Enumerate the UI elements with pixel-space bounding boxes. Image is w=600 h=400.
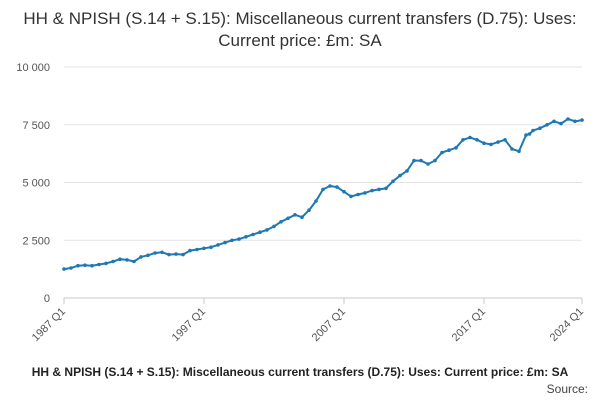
data-point bbox=[216, 243, 220, 247]
data-point bbox=[531, 128, 535, 133]
data-point bbox=[510, 147, 514, 151]
footer-caption: HH & NPISH (S.14 + S.15): Miscellaneous … bbox=[0, 365, 600, 381]
data-point bbox=[90, 263, 94, 268]
data-point bbox=[377, 187, 381, 192]
data-point bbox=[153, 251, 157, 255]
data-point bbox=[223, 240, 227, 245]
data-point bbox=[475, 138, 479, 142]
data-point bbox=[132, 259, 136, 264]
data-point bbox=[111, 259, 115, 264]
data-point bbox=[300, 215, 304, 219]
data-point bbox=[496, 140, 500, 144]
data-point bbox=[580, 118, 584, 122]
data-point bbox=[272, 224, 276, 229]
data-point bbox=[384, 186, 388, 191]
source-label: Source: bbox=[546, 382, 588, 396]
data-point bbox=[293, 213, 297, 217]
x-tick-label: 2024 Q1 bbox=[548, 306, 586, 344]
data-point bbox=[356, 192, 360, 197]
data-point bbox=[398, 173, 402, 178]
data-point bbox=[97, 262, 101, 267]
data-point bbox=[363, 191, 367, 195]
data-point bbox=[503, 138, 507, 142]
data-point bbox=[230, 238, 234, 243]
data-point bbox=[566, 117, 570, 121]
data-point bbox=[440, 150, 444, 155]
data-point bbox=[62, 267, 66, 271]
data-point bbox=[118, 257, 122, 262]
data-point bbox=[391, 179, 395, 184]
x-tick-label: 1997 Q1 bbox=[170, 306, 208, 344]
data-point bbox=[69, 266, 73, 270]
footer-caption-text: HH & NPISH (S.14 + S.15): Miscellaneous … bbox=[31, 365, 569, 379]
data-point bbox=[83, 263, 87, 268]
data-point bbox=[412, 158, 416, 163]
data-point bbox=[160, 250, 164, 255]
data-point bbox=[209, 245, 213, 249]
data-point bbox=[527, 132, 532, 136]
data-point bbox=[104, 261, 108, 266]
y-tick-label: 10 000 bbox=[16, 62, 50, 74]
data-point bbox=[279, 220, 283, 224]
data-point bbox=[468, 135, 472, 140]
x-tick-label: 1987 Q1 bbox=[30, 306, 68, 344]
x-tick-label: 2017 Q1 bbox=[450, 306, 488, 344]
data-point bbox=[139, 255, 143, 259]
data-point bbox=[524, 133, 528, 137]
data-point bbox=[125, 258, 129, 262]
y-axis-ticks: 0 2 500 5 000 7 500 10 000 bbox=[16, 62, 50, 305]
data-point bbox=[188, 248, 192, 253]
data-point bbox=[335, 185, 339, 189]
x-tick-label: 2007 Q1 bbox=[310, 306, 348, 344]
data-point bbox=[195, 247, 199, 252]
y-tick-label: 7 500 bbox=[22, 120, 50, 132]
data-point bbox=[244, 235, 248, 239]
data-point bbox=[405, 169, 409, 173]
data-point bbox=[349, 194, 353, 199]
data-point bbox=[181, 252, 185, 257]
chart-title: HH & NPISH (S.14 + S.15): Miscellaneous … bbox=[23, 9, 577, 50]
data-point bbox=[321, 187, 325, 192]
data-point bbox=[426, 162, 430, 166]
data-point bbox=[146, 253, 150, 258]
data-point bbox=[265, 228, 269, 232]
data-point bbox=[76, 263, 80, 268]
data-points bbox=[62, 117, 584, 271]
y-tick-label: 0 bbox=[44, 293, 50, 305]
data-point bbox=[174, 252, 178, 256]
data-point bbox=[559, 121, 563, 126]
y-tick-label: 5 000 bbox=[22, 178, 50, 190]
data-point bbox=[447, 148, 451, 152]
data-point bbox=[314, 199, 318, 203]
data-point bbox=[482, 141, 486, 145]
data-point bbox=[461, 138, 465, 142]
data-point bbox=[286, 216, 290, 221]
data-point bbox=[545, 123, 549, 127]
data-point bbox=[573, 119, 577, 124]
data-point bbox=[237, 237, 241, 241]
data-point bbox=[251, 232, 255, 237]
x-axis-ticks: 1987 Q1 1997 Q1 2007 Q1 2017 Q1 2024 Q1 bbox=[30, 298, 586, 344]
data-point bbox=[538, 126, 542, 130]
data-point bbox=[552, 119, 556, 124]
data-point bbox=[202, 246, 206, 251]
data-point bbox=[307, 208, 311, 212]
data-point bbox=[342, 189, 346, 194]
data-point bbox=[167, 252, 171, 257]
gridlines bbox=[64, 66, 582, 241]
data-point bbox=[370, 188, 374, 193]
data-point bbox=[419, 158, 423, 163]
data-point bbox=[328, 184, 332, 188]
y-tick-label: 2 500 bbox=[22, 235, 50, 247]
data-point bbox=[258, 230, 262, 234]
data-point bbox=[454, 146, 458, 150]
data-point bbox=[433, 158, 437, 163]
data-point bbox=[517, 149, 521, 154]
series-line bbox=[63, 117, 583, 271]
data-point bbox=[489, 142, 493, 147]
